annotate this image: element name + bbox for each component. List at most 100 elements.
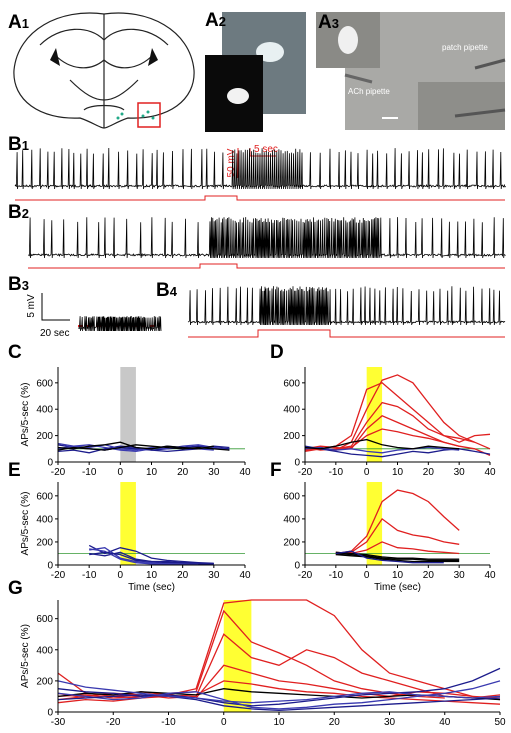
scale-label: 20 sec <box>40 328 69 339</box>
line-chart: C 0 200 400 600 -20 -10 0 10 20 30 40 APs/5-sec (%) <box>8 342 251 478</box>
x-tick-label: -20 <box>106 717 121 728</box>
recording-trace <box>14 147 506 190</box>
y-axis-label: APs/5-sec (%) <box>20 383 31 447</box>
brain-schematic <box>13 12 195 129</box>
y-tick-label: 200 <box>36 431 53 442</box>
y-tick-label: 0 <box>47 458 53 469</box>
panel-label: A3 <box>318 12 339 33</box>
y-tick-label: 400 <box>36 514 53 525</box>
recording-trace <box>27 217 506 259</box>
image-label: ACh pipette <box>348 87 390 96</box>
y-tick-label: 400 <box>283 405 300 416</box>
data-line <box>304 438 460 450</box>
x-tick-label: 40 <box>439 717 451 728</box>
panel-number: 1 <box>22 138 29 153</box>
y-tick-label: 0 <box>294 458 300 469</box>
line-chart: D 0 200 400 600 -20 -10 0 10 20 30 40 <box>270 342 496 478</box>
x-tick-label: 20 <box>423 570 435 581</box>
data-line <box>57 680 501 704</box>
x-tick-label: 30 <box>384 717 396 728</box>
x-tick-label: 50 <box>494 717 506 728</box>
x-tick-label: 0 <box>364 467 370 478</box>
panel-letter: B <box>8 274 22 295</box>
x-tick-label: -20 <box>298 467 313 478</box>
panel-letter: B <box>8 202 22 223</box>
x-tick-label: 30 <box>454 570 466 581</box>
panel-label: B4 <box>156 280 178 301</box>
x-tick-label: 30 <box>208 570 220 581</box>
stimulus-band <box>366 367 383 462</box>
y-tick-label: 600 <box>36 614 53 625</box>
x-tick-label: 20 <box>329 717 341 728</box>
y-tick-label: 200 <box>36 537 53 548</box>
scale-label: 5 mV <box>26 294 37 318</box>
image-label: patch pipette <box>442 43 488 52</box>
x-tick-label: 0 <box>364 570 370 581</box>
x-tick-label: 0 <box>221 717 227 728</box>
panel-label: E <box>8 460 21 481</box>
recording-trace <box>187 286 506 326</box>
scale-label: 50 mV <box>226 148 237 177</box>
x-axis-label: Time (sec) <box>374 582 421 593</box>
x-tick-label: -10 <box>329 570 344 581</box>
scale-bar <box>41 293 70 321</box>
data-line <box>57 599 501 701</box>
stimulus-band <box>120 482 136 565</box>
x-tick-label: 20 <box>177 570 189 581</box>
y-tick-label: 200 <box>283 537 300 548</box>
y-tick-label: 200 <box>36 676 53 687</box>
x-tick-label: 10 <box>392 570 404 581</box>
y-tick-label: 600 <box>36 378 53 389</box>
x-tick-label: 10 <box>392 467 404 478</box>
y-tick-label: 0 <box>47 708 53 719</box>
panel-number: 3 <box>22 278 29 293</box>
micrograph-inset <box>418 82 505 130</box>
x-tick-label: 40 <box>484 467 496 478</box>
panel-letter: A <box>8 12 22 33</box>
data-line <box>335 517 460 556</box>
stimulus-band <box>120 367 136 462</box>
y-tick-label: 600 <box>283 491 300 502</box>
panel-number: 2 <box>22 206 29 221</box>
pipette <box>344 73 373 84</box>
data-line <box>335 541 460 555</box>
x-tick-label: 10 <box>273 717 285 728</box>
panel-number: 1 <box>22 16 29 31</box>
panel-label: B1 <box>8 134 29 155</box>
data-line <box>335 552 460 562</box>
x-tick-label: 40 <box>239 570 251 581</box>
scale-bar <box>249 148 276 157</box>
recording-traces <box>14 147 506 332</box>
x-tick-label: 30 <box>454 467 466 478</box>
panel-number: 2 <box>219 14 226 29</box>
cell-dots <box>116 110 155 120</box>
x-tick-label: 10 <box>146 467 158 478</box>
panel-label: B2 <box>8 202 29 223</box>
y-tick-label: 400 <box>36 405 53 416</box>
line-chart: G 0 200 400 600 -30 -20 -10 0 10 20 30 40 50 APs/5-sec… <box>8 578 506 733</box>
y-axis-label: APs/5-sec (%) <box>20 492 31 556</box>
panel-label: A1 <box>8 12 29 33</box>
x-tick-label: -10 <box>329 467 344 478</box>
data-line <box>335 489 460 555</box>
data-line <box>304 382 491 451</box>
y-tick-label: 0 <box>294 561 300 572</box>
x-tick-label: 10 <box>146 570 158 581</box>
pipette <box>454 58 506 118</box>
x-tick-label: -20 <box>51 570 66 581</box>
stimulus-band <box>223 600 252 712</box>
stimulus-line <box>188 329 505 338</box>
data-line <box>57 694 501 712</box>
cell-image <box>227 88 249 104</box>
data-line <box>304 374 475 451</box>
panel-label: G <box>8 578 23 599</box>
panel-number: 4 <box>170 284 178 299</box>
x-axis-label: Time (sec) <box>128 582 175 593</box>
x-tick-label: -10 <box>82 570 97 581</box>
x-tick-label: 20 <box>177 467 189 478</box>
panel-label: F <box>270 460 282 481</box>
x-tick-label: -10 <box>82 467 97 478</box>
